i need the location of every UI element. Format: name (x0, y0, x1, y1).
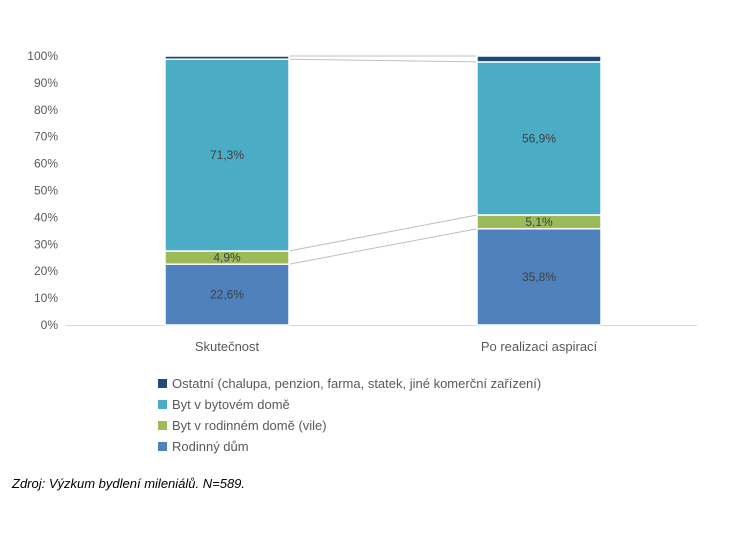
series-line (288, 228, 478, 265)
y-tick-label: 80% (34, 103, 58, 117)
stacked-bar-chart: 0% 10% 20% 30% 40% 50% 60% 70% 80% 90% 100% 22,6% 4,… (27, 49, 697, 354)
bar-segment (164, 58, 290, 252)
y-tick-label: 40% (34, 210, 58, 224)
data-label: 22,6% (210, 288, 244, 302)
legend-label-rodinny-dum: Rodinný dům (172, 439, 249, 454)
y-tick-label: 70% (34, 130, 58, 144)
y-tick-label: 0% (41, 318, 59, 332)
legend-item-ostatni: Ostatní (chalupa, penzion, farma, statek… (158, 373, 541, 394)
legend-item-byt-v-bytovem-dome: Byt v bytovém domě (158, 394, 541, 415)
bar-segment (476, 61, 602, 216)
y-tick-label: 100% (27, 49, 58, 63)
legend-item-byt-v-rodinnem-dome: Byt v rodinném domě (vile) (158, 415, 541, 436)
data-label: 35,8% (522, 270, 556, 284)
category-label: Skutečnost (195, 339, 260, 354)
source-note: Zdroj: Výzkum bydlení mileniálů. N=589. (12, 476, 246, 491)
series-line (288, 214, 478, 252)
bar-segment (164, 263, 290, 326)
legend-swatch-byt-v-bytovem-dome (158, 400, 167, 409)
legend-item-rodinny-dum: Rodinný dům (158, 436, 541, 457)
category-label: Po realizaci aspirací (481, 339, 598, 354)
data-label: 71,3% (210, 148, 244, 162)
y-tick-label: 10% (34, 291, 58, 305)
bar-segment (476, 55, 602, 63)
y-tick-label: 60% (34, 157, 58, 171)
y-tick-label: 90% (34, 76, 58, 90)
data-label: 4,9% (213, 251, 241, 265)
bar-segment (164, 55, 290, 60)
legend-swatch-ostatni (158, 379, 167, 388)
y-tick-label: 30% (34, 237, 58, 251)
data-label: 56,9% (522, 131, 556, 145)
legend-swatch-byt-v-rodinnem-dome (158, 421, 167, 430)
series-line (288, 58, 478, 63)
y-tick-label: 50% (34, 184, 58, 198)
legend: Ostatní (chalupa, penzion, farma, statek… (158, 373, 541, 457)
legend-label-byt-v-rodinnem-dome: Byt v rodinném domě (vile) (172, 418, 327, 433)
legend-swatch-rodinny-dum (158, 442, 167, 451)
y-tick-label: 20% (34, 264, 58, 278)
legend-label-ostatni: Ostatní (chalupa, penzion, farma, statek… (172, 376, 542, 391)
data-label: 5,1% (525, 215, 553, 229)
legend-label-byt-v-bytovem-dome: Byt v bytovém domě (172, 397, 290, 412)
